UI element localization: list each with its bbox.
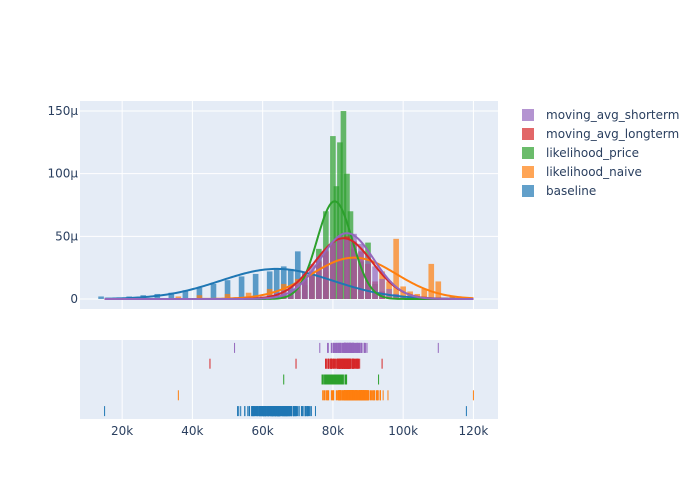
histogram-bar[interactable] <box>330 136 336 299</box>
histogram-bar[interactable] <box>294 281 301 299</box>
histogram-bar[interactable] <box>337 142 343 299</box>
histogram-bar[interactable] <box>294 251 301 299</box>
histogram-bar[interactable] <box>340 111 347 299</box>
legend-label: likelihood_price <box>546 146 639 160</box>
x-tick-label: 80k <box>322 424 344 438</box>
rug-panel <box>80 340 498 419</box>
rug-row-moving_avg_longterm <box>209 358 383 369</box>
legend-swatch <box>522 166 534 178</box>
x-tick-label: 20k <box>111 424 133 438</box>
histogram-bar[interactable] <box>273 268 280 299</box>
histogram-bar[interactable] <box>316 256 322 299</box>
x-tick-label: 60k <box>252 424 274 438</box>
y-tick-label: 50μ <box>55 229 78 243</box>
histogram-bar[interactable] <box>449 296 456 299</box>
legend-swatch <box>522 128 534 140</box>
histogram-bar[interactable] <box>196 287 203 299</box>
histogram-bar[interactable] <box>351 233 357 299</box>
legend[interactable]: moving_avg_shorterm moving_avg_longtermli… <box>522 108 679 198</box>
histogram-bar[interactable] <box>252 273 259 299</box>
histogram-bar[interactable] <box>287 268 294 299</box>
histogram-bar[interactable] <box>301 273 308 299</box>
y-tick-label: 100μ <box>47 167 78 181</box>
legend-item-moving_avg_shorterm[interactable]: moving_avg_shorterm <box>522 108 679 122</box>
histogram-bar[interactable] <box>182 290 189 299</box>
histogram-bar[interactable] <box>421 288 428 299</box>
histogram-bar[interactable] <box>309 263 315 299</box>
x-tick-label: 40k <box>181 424 203 438</box>
histogram-bar[interactable] <box>175 296 182 299</box>
legend-item-moving_avg_longterm[interactable]: moving_avg_longterm <box>522 127 679 141</box>
histogram-bar[interactable] <box>168 292 175 299</box>
x-tick-label: 120k <box>458 424 488 438</box>
histogram-bar[interactable] <box>196 295 203 299</box>
legend-label: baseline <box>546 184 596 198</box>
rug-row-baseline <box>104 406 467 417</box>
histogram-bar[interactable] <box>333 186 340 299</box>
histogram-bar[interactable] <box>347 211 354 299</box>
histogram-bar[interactable] <box>280 266 287 299</box>
histogram-bar[interactable] <box>210 283 217 299</box>
histogram-panel <box>80 101 498 309</box>
histogram-bar[interactable] <box>224 280 231 299</box>
legend-swatch <box>522 185 534 197</box>
legend-item-likelihood_naive[interactable]: likelihood_naive <box>522 165 642 179</box>
legend-swatch <box>522 109 534 121</box>
x-tick-label: 100k <box>388 424 418 438</box>
histogram-bar[interactable] <box>224 293 231 299</box>
histogram-bar[interactable] <box>400 296 406 299</box>
y-tick-label: 150μ <box>47 104 78 118</box>
rug-background <box>80 340 498 419</box>
rug-row-likelihood_naive <box>177 390 474 401</box>
histogram-bar[interactable] <box>344 238 350 299</box>
legend-label: moving_avg_shorterm <box>546 108 679 122</box>
histogram-bar[interactable] <box>379 278 385 299</box>
density-curve-moving_avg_shorterm[interactable] <box>104 232 474 300</box>
histogram-bar[interactable] <box>323 250 329 299</box>
legend-label: likelihood_naive <box>546 165 642 179</box>
histogram-bar[interactable] <box>358 243 364 299</box>
histogram-bar[interactable] <box>435 281 442 299</box>
histogram-bar[interactable] <box>98 296 104 299</box>
histogram-bar[interactable] <box>372 266 378 299</box>
histogram-bar[interactable] <box>344 173 350 299</box>
histogram-bar[interactable] <box>365 253 371 299</box>
histogram-bar[interactable] <box>393 238 399 299</box>
rug-row-moving_avg_shorterm <box>234 342 439 353</box>
histogram-bar[interactable] <box>238 276 245 299</box>
legend-item-baseline[interactable]: baseline <box>522 184 596 198</box>
y-tick-label: 0 <box>70 292 78 306</box>
histogram-bar[interactable] <box>428 263 435 299</box>
rug-row-likelihood_price <box>283 374 380 385</box>
histogram-bar[interactable] <box>337 236 343 299</box>
histogram-bar[interactable] <box>330 242 336 299</box>
legend-swatch <box>522 147 534 159</box>
histogram-bar[interactable] <box>245 292 252 299</box>
density-curve-baseline[interactable] <box>104 267 474 300</box>
bars-moving_avg_shorterm <box>259 233 406 299</box>
legend-label: moving_avg_longterm <box>546 127 679 141</box>
legend-item-likelihood_price[interactable]: likelihood_price <box>522 146 639 160</box>
histogram-bar[interactable] <box>266 271 273 299</box>
